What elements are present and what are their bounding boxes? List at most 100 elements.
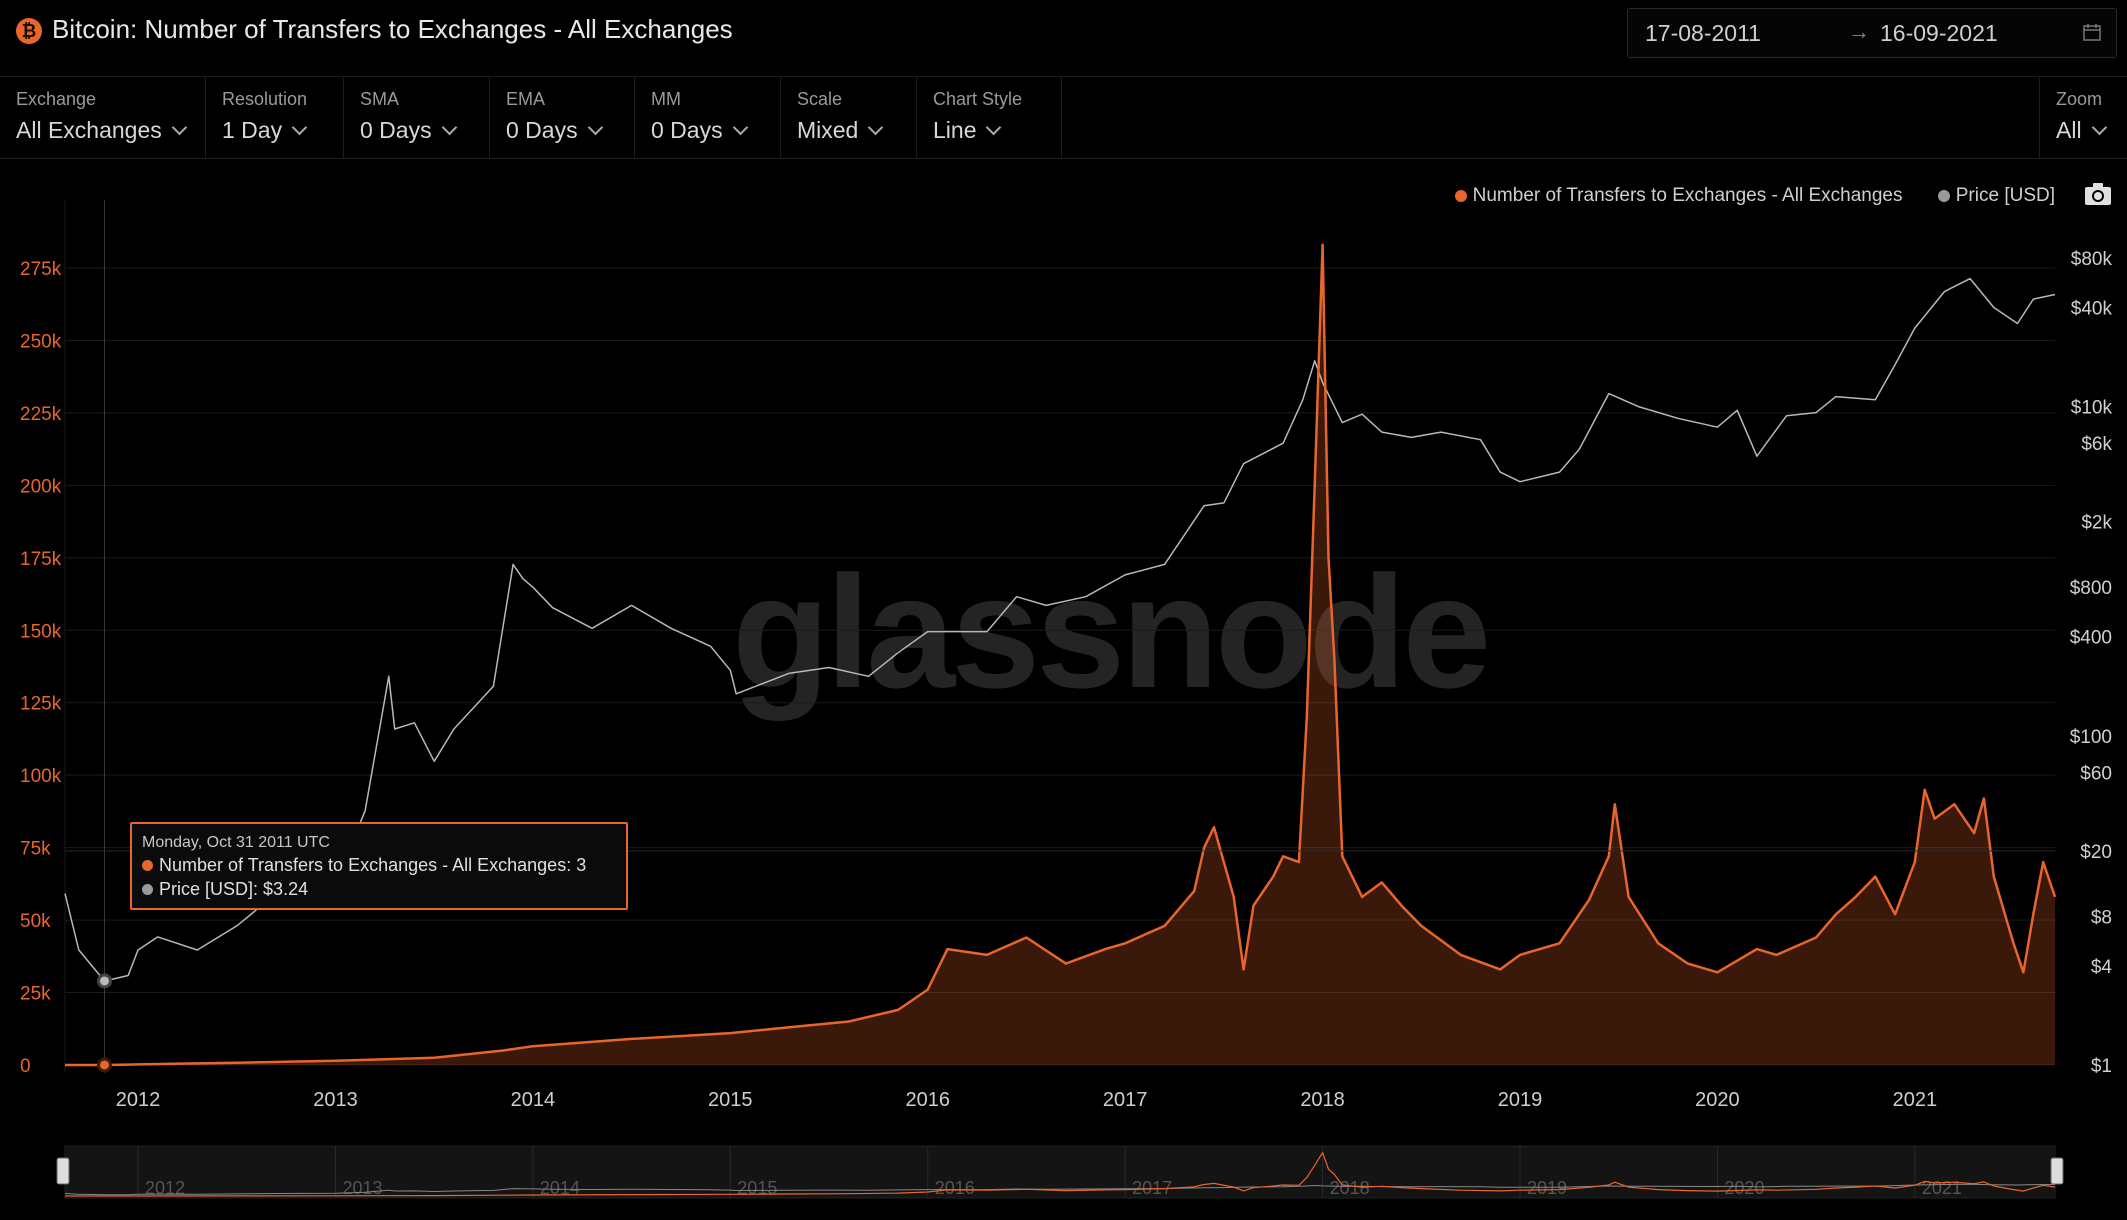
- calendar-icon[interactable]: [2082, 22, 2102, 42]
- mm-value: 0 Days: [651, 117, 723, 143]
- y-right-tick-label: $1: [2091, 1056, 2112, 1077]
- x-tick-label: 2018: [1300, 1089, 1345, 1111]
- y-left-tick-label: 225k: [20, 404, 62, 425]
- zoom-value: All: [2056, 117, 2082, 143]
- transfers-series-line: [65, 243, 2057, 1067]
- resolution-value: 1 Day: [222, 117, 283, 143]
- tooltip-dot-transfers: [142, 860, 153, 871]
- navigator-handle-left[interactable]: [56, 1157, 70, 1185]
- legend-item-transfers[interactable]: Number of Transfers to Exchanges - All E…: [1454, 185, 1903, 207]
- x-tick-label: 2016: [905, 1089, 950, 1111]
- x-tick-label: 2021: [1893, 1089, 1938, 1111]
- y-left-tick-label: 175k: [20, 549, 62, 570]
- page-title: Bitcoin: Number of Transfers to Exchange…: [52, 14, 733, 44]
- chevron-down-icon: [986, 119, 1002, 136]
- resolution-dropdown[interactable]: Resolution 1 Day: [206, 77, 344, 158]
- y-left-tick-label: 50k: [20, 911, 51, 932]
- y-left-tick-label: 0: [20, 1056, 31, 1077]
- legend-label-transfers: Number of Transfers to Exchanges - All E…: [1472, 185, 1903, 206]
- y-left-tick-label: 100k: [20, 766, 62, 787]
- y-right-tick-label: $60: [2080, 763, 2112, 784]
- x-tick-label: 2015: [708, 1089, 753, 1111]
- x-tick-label: 2020: [1695, 1089, 1740, 1111]
- mm-dropdown[interactable]: MM 0 Days: [635, 77, 781, 158]
- resolution-label: Resolution: [222, 89, 308, 109]
- tooltip-price-label: Price [USD]:: [159, 879, 259, 899]
- scale-value: Mixed: [797, 117, 859, 143]
- chart-tooltip: Monday, Oct 31 2011 UTC Number of Transf…: [130, 822, 628, 910]
- navigator-label: 2015: [737, 1178, 777, 1198]
- x-tick-label: 2017: [1103, 1089, 1148, 1111]
- chevron-down-icon: [587, 119, 603, 136]
- sma-label: SMA: [360, 89, 400, 109]
- bitcoin-icon: ₿: [16, 18, 42, 44]
- y-right-tick-label: $8: [2091, 907, 2112, 928]
- chart-style-label: Chart Style: [933, 89, 1023, 109]
- zoom-dropdown[interactable]: Zoom All: [2039, 77, 2127, 158]
- y-right-tick-label: $400: [2070, 628, 2112, 649]
- chart-legend: Number of Transfers to Exchanges - All E…: [1425, 185, 2055, 207]
- exchange-label: Exchange: [16, 89, 97, 109]
- navigator-label: 2020: [1724, 1178, 1764, 1198]
- navigator-handle-right[interactable]: [2050, 1157, 2064, 1185]
- chart-area[interactable]: 0 25k 50k 75k 100k 125k 150k 175k 200k 225k 250k 27…: [0, 160, 2127, 1220]
- mm-label: MM: [651, 89, 681, 109]
- navigator-transfers-line: [65, 1152, 2056, 1197]
- x-tick-label: 2019: [1498, 1089, 1543, 1111]
- chevron-down-icon: [868, 119, 884, 136]
- y-left-tick-label: 250k: [20, 331, 62, 352]
- y-left-tick-label: 200k: [20, 476, 62, 497]
- exchange-value: All Exchanges: [16, 117, 162, 143]
- navigator-label: 2013: [342, 1178, 382, 1198]
- ema-label: EMA: [506, 89, 546, 109]
- x-tick-label: 2013: [313, 1089, 358, 1111]
- chart-style-value: Line: [933, 117, 977, 143]
- legend-item-price[interactable]: Price [USD]: [1937, 185, 2055, 207]
- y-right-tick-label: $6k: [2081, 434, 2112, 455]
- chevron-down-icon: [2091, 119, 2107, 136]
- legend-dot-transfers: [1454, 190, 1467, 202]
- y-left-tick-label: 75k: [20, 839, 51, 860]
- y-right-tick-label: $2k: [2081, 513, 2112, 534]
- x-tick-label: 2014: [511, 1089, 556, 1111]
- hover-point-transfers: [96, 1057, 112, 1073]
- navigator-price-line: [64, 1183, 2056, 1196]
- navigator-label: 2019: [1527, 1178, 1567, 1198]
- y-left-tick-label: 25k: [20, 984, 51, 1005]
- price-series-line: [64, 277, 2056, 982]
- date-from-input[interactable]: 17-08-2011: [1645, 20, 1761, 46]
- chart-style-dropdown[interactable]: Chart Style Line: [917, 77, 1062, 158]
- sma-dropdown[interactable]: SMA 0 Days: [344, 77, 490, 158]
- y-right-tick-label: $20: [2080, 842, 2112, 863]
- navigator-label: 2012: [145, 1178, 185, 1198]
- navigator-label: 2014: [540, 1178, 580, 1198]
- tooltip-dot-price: [142, 884, 153, 895]
- chart-controls: Exchange All Exchanges Resolution 1 Day …: [0, 77, 2127, 159]
- y-right-tick-label: $80k: [2071, 249, 2113, 270]
- ema-value: 0 Days: [506, 117, 578, 143]
- navigator-label: 2017: [1132, 1178, 1172, 1198]
- y-right-tick-label: $100: [2070, 727, 2112, 748]
- date-range-picker[interactable]: 17-08-2011 → 16-09-2021: [1627, 8, 2117, 58]
- scale-label: Scale: [797, 89, 843, 109]
- exchange-dropdown[interactable]: Exchange All Exchanges: [0, 77, 206, 158]
- ema-dropdown[interactable]: EMA 0 Days: [490, 77, 635, 158]
- date-to-input[interactable]: 16-09-2021: [1880, 20, 1998, 46]
- tooltip-row-price: Price [USD]: $3.24: [142, 879, 616, 900]
- header-bar: ₿ Bitcoin: Number of Transfers to Exchan…: [0, 0, 2127, 77]
- y-left-tick-label: 125k: [20, 694, 62, 715]
- y-right-tick-label: $4: [2091, 957, 2113, 978]
- sma-value: 0 Days: [360, 117, 432, 143]
- tooltip-row-transfers: Number of Transfers to Exchanges - All E…: [142, 855, 616, 876]
- tooltip-transfers-text: Number of Transfers to Exchanges - All E…: [159, 855, 587, 875]
- y-right-tick-label: $800: [2070, 578, 2112, 599]
- scale-dropdown[interactable]: Scale Mixed: [781, 77, 917, 158]
- legend-label-price: Price [USD]: [1955, 185, 2055, 206]
- y-left-tick-label: 275k: [20, 259, 62, 280]
- tooltip-price-value: $3.24: [263, 879, 309, 899]
- hover-point-price: [96, 973, 112, 989]
- arrow-right-icon: →: [1848, 19, 1870, 44]
- navigator-label: 2016: [935, 1178, 975, 1198]
- camera-icon[interactable]: [2083, 180, 2113, 208]
- chevron-down-icon: [171, 119, 188, 136]
